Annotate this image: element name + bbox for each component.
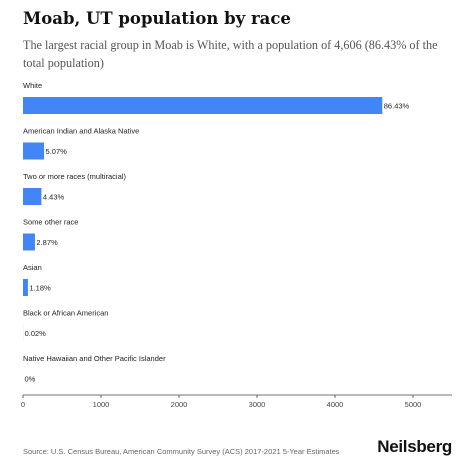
x-tick-label: 2000	[171, 400, 188, 409]
data-label: 0.02%	[25, 329, 47, 338]
data-label: 2.87%	[36, 238, 58, 247]
category-label: White	[23, 81, 42, 90]
category-label: Some other race	[23, 218, 78, 227]
data-label: 5.07%	[46, 147, 68, 156]
data-label: 1.18%	[29, 284, 51, 293]
category-label: Two or more races (multiracial)	[23, 172, 126, 181]
bar	[23, 97, 383, 114]
category-label: Asian	[23, 263, 42, 272]
x-tick-label: 4000	[327, 400, 344, 409]
data-label: 0%	[25, 375, 36, 384]
brand-logo: Neilsberg	[377, 437, 452, 456]
bar	[23, 233, 35, 251]
bar	[23, 188, 42, 205]
x-tick-label: 5000	[405, 400, 422, 409]
data-label: 86.43%	[384, 102, 410, 111]
chart-title: Moab, UT population by race	[23, 9, 291, 28]
data-label: 4.43%	[43, 193, 65, 202]
category-label: Black or African American	[23, 309, 108, 318]
bar	[23, 142, 45, 160]
chart-subtitle: The largest racial group in Moab is Whit…	[23, 38, 438, 70]
category-label: American Indian and Alaska Native	[23, 127, 139, 136]
x-tick-label: 1000	[93, 400, 110, 409]
x-tick-label: 0	[21, 400, 25, 409]
x-tick-label: 3000	[249, 400, 266, 409]
bar	[23, 279, 28, 296]
source-note: Source: U.S. Census Bureau, American Com…	[23, 447, 340, 456]
category-label: Native Hawaiian and Other Pacific Island…	[23, 354, 166, 363]
